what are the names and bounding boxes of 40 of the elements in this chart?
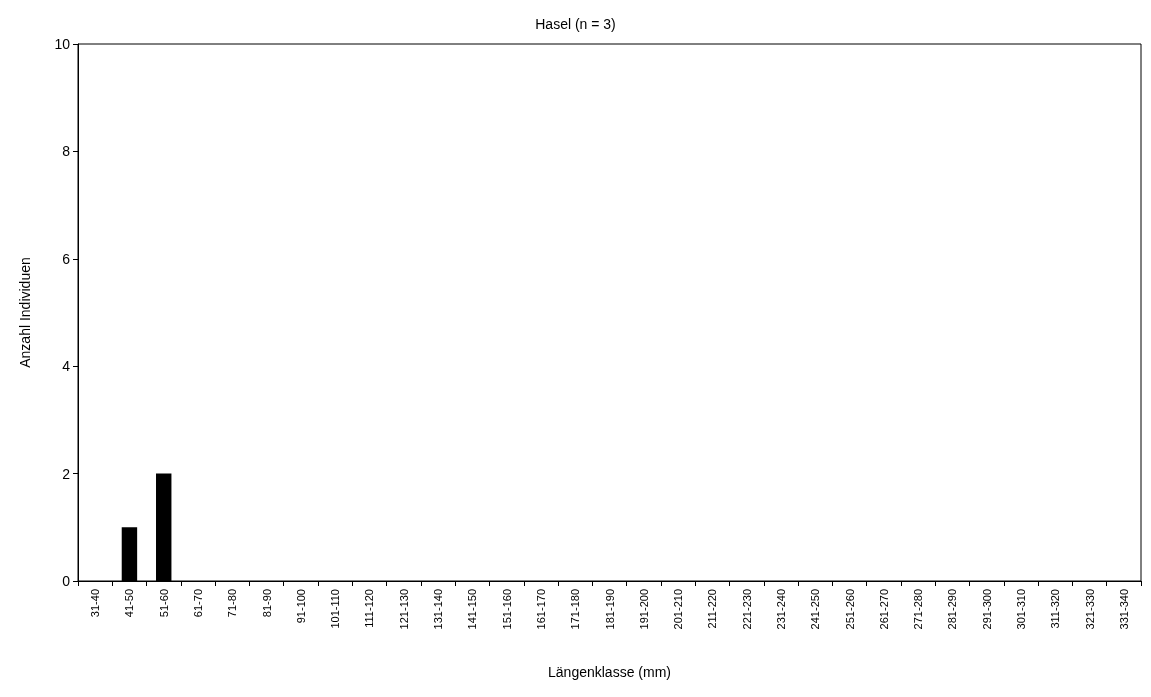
- y-tick-label: 0: [62, 573, 71, 589]
- x-tick-label: 31-40: [89, 589, 102, 618]
- x-tick-label: 311-320: [1049, 589, 1062, 629]
- x-tick-label: 231-240: [774, 589, 787, 630]
- x-tick-label: 81-90: [260, 589, 273, 618]
- x-tick-label: 61-70: [192, 589, 205, 618]
- y-tick-label: 6: [62, 250, 71, 267]
- x-tick-label: 111-120: [363, 589, 376, 628]
- x-tick-label: 41-50: [123, 589, 136, 618]
- y-tick-label: 2: [62, 465, 71, 482]
- y-tick-label: 10: [54, 36, 71, 52]
- x-tick-label: 291-300: [980, 589, 993, 630]
- x-tick-label: 171-180: [569, 589, 582, 630]
- x-tick-label: 251-260: [843, 589, 856, 630]
- x-tick-label: 321-330: [1083, 589, 1096, 630]
- x-tick-label: 191-200: [637, 589, 650, 630]
- x-tick-label: 331-340: [1117, 589, 1130, 630]
- x-tick-label: 181-190: [603, 589, 616, 630]
- x-tick-label: 91-100: [294, 589, 307, 624]
- x-tick-label: 261-270: [877, 589, 890, 630]
- y-axis-title: Anzahl Individuen: [17, 257, 33, 368]
- x-tick-label: 211-220: [706, 589, 719, 629]
- x-tick-label: 161-170: [534, 589, 547, 630]
- x-tick-label: 301-310: [1014, 589, 1027, 630]
- x-tick-label: 141-150: [466, 589, 479, 630]
- x-tick-label: 51-60: [157, 589, 170, 618]
- y-tick-label: 8: [62, 143, 71, 160]
- x-axis-title: Längenklasse (mm): [548, 664, 671, 680]
- x-tick-label: 131-140: [432, 589, 445, 630]
- x-tick-label: 221-230: [740, 589, 753, 630]
- x-tick-label: 121-130: [397, 589, 410, 630]
- y-tick-label: 4: [62, 358, 71, 375]
- x-tick-label: 281-290: [946, 589, 959, 630]
- x-tick-label: 101-110: [329, 589, 342, 629]
- x-tick-label: 271-280: [912, 589, 925, 630]
- x-tick-label: 71-80: [226, 589, 239, 618]
- x-tick-label: 241-250: [809, 589, 822, 630]
- chart-title: Hasel (n = 3): [535, 16, 616, 32]
- x-tick-label: 201-210: [672, 589, 685, 630]
- x-tick-label: 151-160: [500, 589, 513, 630]
